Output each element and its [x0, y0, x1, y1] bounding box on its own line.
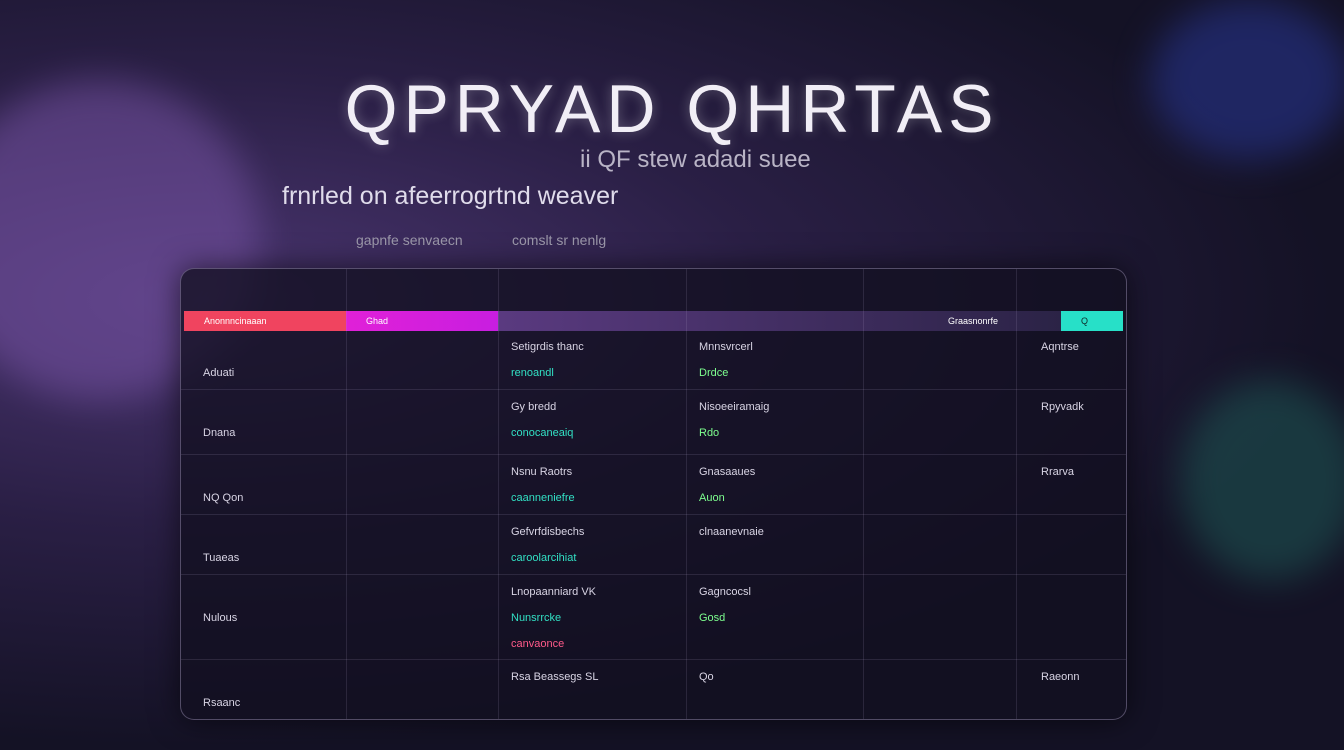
table-cell-text: conocaneaiq: [511, 427, 574, 439]
row-divider: [181, 514, 1126, 515]
table-cell-text: Tuaeas: [203, 552, 240, 564]
table-cell-text: Rsaanc: [203, 697, 241, 709]
subtitle: ii QF stew adadi suee: [580, 146, 811, 173]
table-panel: Anonnncinaaan Ghad Graasnonrfe Q Aduati S…: [180, 268, 1127, 720]
table-cell-text: NQ Qon: [203, 492, 244, 504]
table-cell-text: Rrarva: [1041, 466, 1075, 478]
table-cell-text: Auon: [699, 492, 725, 504]
table-cell-text: Dnana: [203, 427, 236, 439]
row-divider: [181, 389, 1126, 390]
table-cell-text: Rsa Beassegs SL: [511, 671, 599, 683]
table-cell-text: Gnasaaues: [699, 466, 756, 478]
tagline: frnrled on afeerrogrtnd weaver: [282, 182, 619, 210]
background-glow: [1180, 380, 1344, 580]
table-cell-text: Gagncocsl: [699, 586, 751, 598]
table-cell-text: clnaanevnaie: [699, 526, 764, 538]
table-cell-text: Gefvrfdisbechs: [511, 526, 585, 538]
row-divider: [181, 574, 1126, 575]
table-cell-text: Mnnsvrcerl: [699, 341, 753, 353]
table-cell-text: Setigrdis thanc: [511, 341, 584, 353]
row-divider: [181, 659, 1126, 660]
table-cell-text: Raeonn: [1041, 671, 1080, 683]
column-divider: [498, 269, 499, 719]
toolbar-item[interactable]: gapnfe senvaecn: [356, 232, 463, 248]
table-cell-text: Gosd: [699, 612, 726, 624]
table-cell-text: Nunsrrcke: [511, 612, 562, 624]
toolbar-item[interactable]: comslt sr nenlg: [512, 232, 607, 248]
header-cell[interactable]: Graasnonrfe: [498, 311, 1061, 331]
table-cell-text: Gy bredd: [511, 401, 557, 413]
table-cell-text: Rdo: [699, 427, 720, 439]
row-divider: [181, 454, 1126, 455]
column-divider: [1016, 269, 1017, 719]
header-cell[interactable]: Q: [1061, 311, 1123, 331]
background-glow: [1150, 0, 1344, 160]
header-cell[interactable]: Anonnncinaaan: [184, 311, 346, 331]
header-cell[interactable]: Ghad: [346, 311, 498, 331]
table-cell-text: Rpyvadk: [1041, 401, 1084, 413]
table-cell-text: caroolarcihiat: [511, 552, 577, 564]
table-cell-text: Nisoeeiramaig: [699, 401, 770, 413]
table-cell-text: Nsnu Raotrs: [511, 466, 573, 478]
table-cell-text: renoandl: [511, 367, 554, 379]
column-divider: [346, 269, 347, 719]
table-cell-text: Qo: [699, 671, 714, 683]
column-divider: [863, 269, 864, 719]
app-title: QPRYAD QHRTAS: [344, 71, 1000, 147]
table-cell-text: caanneniefre: [511, 492, 575, 504]
table-cell-text: Aqntrse: [1041, 341, 1079, 353]
table-cell-text: Drdce: [699, 367, 729, 379]
table-cell-text: Lnopaanniard VK: [511, 586, 597, 598]
table-cell-text: Aduati: [203, 367, 235, 379]
table-cell-text: canvaonce: [511, 638, 565, 650]
column-divider: [686, 269, 687, 719]
table-cell-text: Nulous: [203, 612, 238, 624]
